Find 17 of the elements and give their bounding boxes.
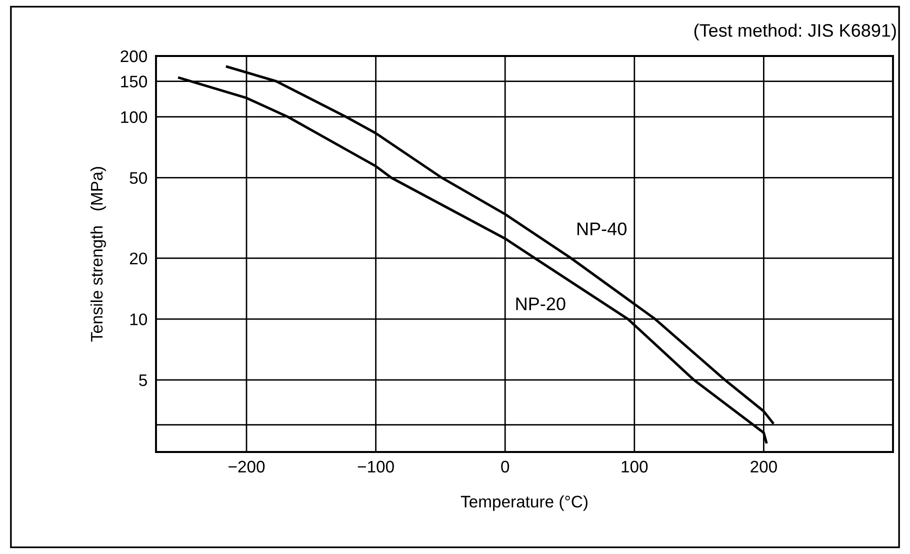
x-tick-label: 0 [501, 460, 510, 473]
y-tick-label: 100 [121, 111, 148, 124]
series-label: NP-20 [516, 297, 566, 310]
y-axis-title: Tensile strength (MPa) [90, 167, 106, 342]
x-tick-label: 200 [750, 460, 777, 473]
series-label: NP-40 [577, 222, 626, 236]
y-tick-label: 10 [130, 313, 148, 326]
y-tick-label: 50 [130, 172, 148, 184]
y-tick-label: 200 [120, 50, 148, 62]
x-tick-label: 100 [622, 460, 648, 473]
x-axis-title: Temperature (°C) [460, 495, 588, 511]
y-tick-label: 20 [130, 252, 148, 264]
y-tick-label: 150 [121, 76, 148, 88]
y-tick-label: 5 [139, 374, 147, 386]
x-tick-label: −100 [358, 460, 394, 473]
text: (Test method: JIS K6891) [694, 24, 896, 40]
x-tick-label: −200 [228, 460, 265, 473]
